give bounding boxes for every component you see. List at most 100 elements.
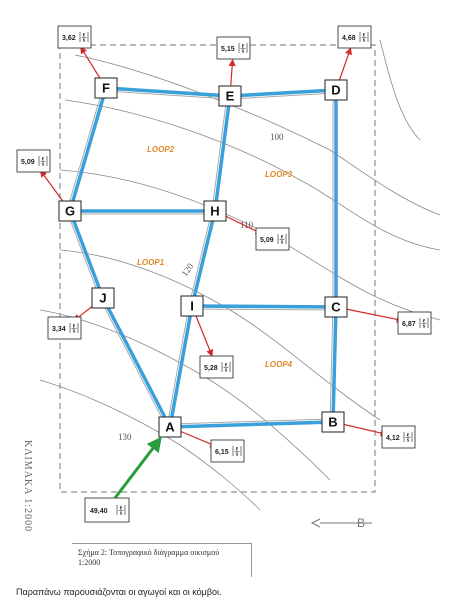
svg-text:s: s bbox=[225, 368, 228, 374]
svg-text:s: s bbox=[42, 162, 45, 168]
contour-label-110: 110 bbox=[240, 220, 254, 230]
svg-text:ℓ: ℓ bbox=[362, 33, 366, 39]
flow-box-G bbox=[16, 149, 51, 173]
flow-value-C: 6,87 bbox=[402, 321, 416, 328]
flow-value-F: 3,62 bbox=[62, 35, 76, 42]
svg-text:ℓ: ℓ bbox=[119, 506, 123, 512]
svg-text:s: s bbox=[242, 49, 245, 55]
flow-box-F bbox=[57, 25, 92, 49]
node-box-G bbox=[58, 200, 82, 222]
node-box-H bbox=[203, 200, 227, 222]
node-box-E bbox=[218, 85, 242, 107]
flow-value-G: 5,09 bbox=[21, 159, 35, 166]
svg-text:ℓ: ℓ bbox=[406, 433, 410, 439]
node-label-H: H bbox=[210, 204, 219, 219]
caption-line-1: Σχήμα 2: Τοπογραφικό διάγραμμα οικισμού bbox=[78, 548, 220, 557]
flow-value-A: 6,15 bbox=[215, 449, 229, 456]
node-label-E: E bbox=[226, 89, 235, 104]
node-box-D bbox=[324, 79, 348, 101]
svg-text:s: s bbox=[236, 452, 239, 458]
flow-annotations: 3,62 ℓs5,15 ℓs4,68 ℓs5,09 ℓs5,09 ℓs3,34 ℓs5,28… bbox=[16, 25, 432, 463]
flow-box-C bbox=[397, 311, 432, 335]
svg-text:s: s bbox=[73, 329, 76, 335]
node-label-C: C bbox=[331, 300, 341, 315]
svg-text:ℓ: ℓ bbox=[235, 447, 239, 453]
flow-box-I bbox=[199, 355, 234, 379]
flow-unit-C: ℓs bbox=[419, 318, 429, 330]
pipe-EH bbox=[213, 94, 232, 213]
loop-label-loop1: LOOP1 bbox=[137, 258, 165, 267]
contour-label-120: 120 bbox=[179, 261, 195, 278]
loop-label-loop3: LOOP3 bbox=[265, 170, 293, 179]
pipe-JA bbox=[101, 296, 172, 429]
footer-text: Παραπάνω παρουσιάζονται οι αγωγοί και οι… bbox=[16, 587, 222, 597]
node-box-I bbox=[180, 295, 204, 317]
inflow-value: 49,40 bbox=[90, 508, 108, 515]
node-box-C bbox=[324, 296, 348, 318]
node-label-G: G bbox=[65, 204, 75, 219]
north-arrow-icon: B bbox=[310, 516, 372, 530]
pipe-FE-edge bbox=[105, 90, 230, 100]
flow-box-A bbox=[210, 439, 245, 463]
flow-value-D: 4,68 bbox=[342, 35, 356, 42]
svg-text:ℓ: ℓ bbox=[241, 44, 245, 50]
flow-unit-G: ℓs bbox=[38, 156, 48, 168]
pipe-FG bbox=[68, 86, 108, 213]
pipe-GJ-edge bbox=[66, 211, 101, 300]
pipe-ED-edge bbox=[230, 92, 337, 100]
scale-label: ΚΛΙΜΑΚΑ 1:2000 bbox=[22, 440, 33, 532]
node-label-A: A bbox=[165, 420, 175, 435]
flow-value-B: 4,12 bbox=[386, 435, 400, 442]
loop-labels: LOOP2 LOOP3 LOOP1 LOOP4 bbox=[137, 145, 293, 369]
flow-unit-J: ℓs bbox=[69, 323, 79, 335]
svg-text:s: s bbox=[363, 38, 366, 44]
svg-text:s: s bbox=[120, 511, 123, 517]
node-box-F bbox=[94, 77, 118, 99]
flow-value-H: 5,09 bbox=[260, 237, 274, 244]
flow-unit-A: ℓs bbox=[232, 446, 242, 458]
flow-unit-E: ℓs bbox=[238, 43, 248, 55]
node-label-B: B bbox=[328, 415, 337, 430]
svg-text:s: s bbox=[407, 438, 410, 444]
node-label-F: F bbox=[102, 81, 110, 96]
node-label-J: J bbox=[99, 291, 106, 306]
flow-unit-F: ℓs bbox=[79, 32, 89, 44]
contour-lines bbox=[39, 39, 441, 511]
svg-text:B: B bbox=[357, 516, 365, 530]
flow-value-E: 5,15 bbox=[221, 46, 235, 53]
map-boundary bbox=[59, 44, 376, 493]
pipe-HI-edge bbox=[188, 210, 213, 306]
pipe-JA-edge bbox=[99, 299, 168, 429]
loop-label-loop2: LOOP2 bbox=[147, 145, 175, 154]
pipe-FG-edge bbox=[66, 87, 104, 211]
node-label-D: D bbox=[331, 83, 340, 98]
pipe-CB bbox=[331, 305, 338, 424]
pipe-IA-edge bbox=[166, 305, 190, 427]
svg-text:ℓ: ℓ bbox=[422, 319, 426, 325]
pipe-IC bbox=[190, 304, 338, 309]
pipe-IA bbox=[168, 304, 194, 429]
caption-line-2: 1:2000 bbox=[78, 558, 101, 567]
pipes bbox=[66, 86, 338, 429]
node-box-J bbox=[91, 287, 115, 309]
svg-text:ℓ: ℓ bbox=[41, 157, 45, 163]
node-box-A bbox=[158, 416, 182, 438]
inflow-box bbox=[84, 497, 130, 523]
flow-box-E bbox=[216, 36, 251, 60]
flow-unit-H: ℓs bbox=[277, 234, 287, 246]
pipe-ED bbox=[228, 88, 338, 98]
pipe-EH-edge bbox=[211, 95, 228, 211]
nodes: A B C D E F G H I J bbox=[58, 77, 348, 438]
flow-value-I: 5,28 bbox=[204, 365, 218, 372]
pipe-GJ bbox=[68, 209, 105, 300]
pipe-BA bbox=[168, 420, 335, 429]
flow-unit-B: ℓs bbox=[403, 432, 413, 444]
svg-text:s: s bbox=[281, 240, 284, 246]
inflow-annotation: 49,40 ℓs bbox=[84, 436, 162, 523]
svg-text:ℓ: ℓ bbox=[82, 33, 86, 39]
loop-label-loop4: LOOP4 bbox=[265, 360, 293, 369]
svg-text:s: s bbox=[423, 324, 426, 330]
pipe-IC-edge bbox=[191, 308, 336, 311]
svg-text:s: s bbox=[83, 38, 86, 44]
